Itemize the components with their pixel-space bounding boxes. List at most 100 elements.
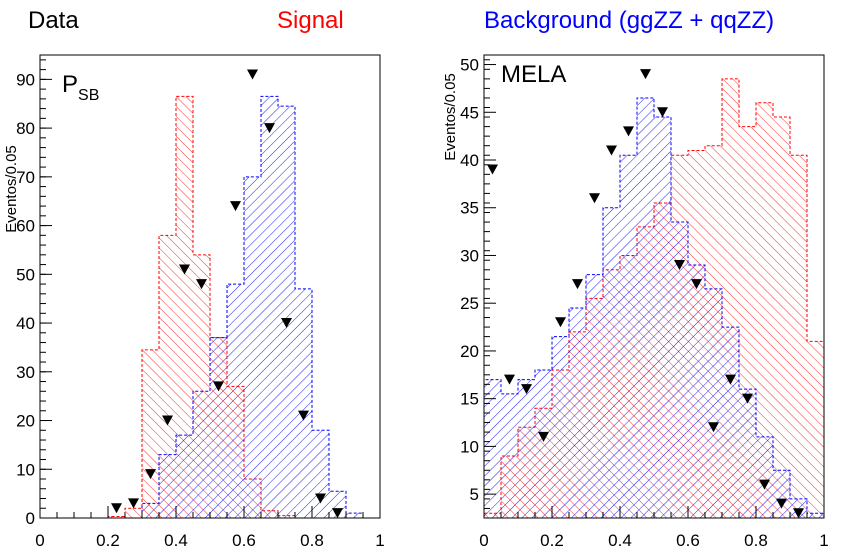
mela-background-bin: [671, 222, 688, 518]
mela-data-point: [725, 374, 736, 385]
psb-y-tick-label: 20: [16, 412, 35, 431]
psb-background-bin: [312, 430, 329, 518]
psb-signal-bin: [176, 96, 193, 518]
mela-background-bin: [807, 513, 824, 518]
mela-y-axis-label: Eventos/0.05: [442, 73, 459, 161]
psb-y-tick-label: 80: [16, 119, 35, 138]
mela-data-point: [589, 193, 600, 204]
mela-y-tick-label: 5: [470, 485, 479, 504]
psb-signal-bin: [142, 349, 159, 518]
mela-background-bin: [773, 470, 790, 518]
psb-background-bin: [346, 513, 363, 518]
psb-data-point: [332, 508, 343, 519]
psb-signal-bin: [159, 235, 176, 519]
mela-signal-bin: [773, 117, 790, 518]
mela-y-tick-label: 40: [460, 151, 479, 170]
psb-data-point: [128, 498, 139, 509]
psb-signal-bin: [108, 516, 125, 518]
legend-data: Data: [28, 7, 79, 34]
psb-background-bin: [176, 435, 193, 518]
mela-signal-bin: [807, 341, 824, 518]
psb-background-bin: [329, 491, 346, 518]
mela-signal-bin: [756, 102, 773, 518]
psb-background-histogram: [141, 95, 364, 519]
mela-x-tick-label: 0.2: [540, 531, 564, 550]
psb-x-tick-label: 0.8: [300, 531, 324, 550]
psb-y-axis-label: Eventos/0.05: [3, 145, 20, 233]
mela-background-bin: [705, 288, 722, 518]
psb-background-bin: [295, 288, 312, 518]
mela-background-bin: [688, 265, 705, 518]
mela-background-bin: [484, 379, 501, 518]
mela-data-point: [572, 279, 583, 290]
psb-data-point: [162, 415, 173, 426]
psb-title: PSB: [62, 71, 99, 104]
mela-background-bin: [722, 327, 739, 518]
psb-y-tick-label: 0: [26, 509, 35, 528]
psb-data-points: [111, 69, 343, 519]
mela-x-tick-label: 0.4: [608, 531, 632, 550]
mela-data-point: [759, 479, 770, 490]
psb-data-point: [145, 469, 156, 480]
psb-y-tick-label: 10: [16, 460, 35, 479]
mela-title: MELA: [501, 61, 566, 88]
psb-signal-bin: [125, 508, 142, 518]
mela-data-point: [623, 126, 634, 137]
psb-data-point: [281, 318, 292, 329]
mela-background-bin: [569, 307, 586, 518]
mela-data-point: [555, 317, 566, 328]
psb-background-bin: [261, 96, 278, 518]
psb-y-tick-label: 70: [16, 168, 35, 187]
psb-background-bin: [142, 503, 159, 518]
psb-background-bin: [210, 337, 227, 518]
psb-background-bin: [244, 176, 261, 518]
psb-y-tick-label: 90: [16, 70, 35, 89]
mela-data-point: [708, 422, 719, 433]
mela-x-tick-label: 0.8: [744, 531, 768, 550]
legend-signal: Signal: [277, 7, 344, 34]
psb-y-tick-label: 50: [16, 265, 35, 284]
psb-x-tick-label: 0: [35, 531, 44, 550]
mela-background-bin: [603, 207, 620, 519]
mela-background-bin: [586, 274, 603, 518]
mela-data-point: [521, 384, 532, 395]
psb-data-point: [230, 201, 241, 212]
mela-data-point: [793, 508, 804, 519]
mela-background-bin: [518, 379, 535, 518]
mela-marks: [483, 69, 825, 519]
psb-data-point: [298, 410, 309, 421]
psb-background-bin: [193, 391, 210, 518]
mela-data-point: [538, 431, 549, 442]
mela-data-point: [504, 374, 515, 385]
mela-background-bin: [756, 436, 773, 518]
mela-data-point: [606, 145, 617, 156]
mela-x-tick-label: 0: [479, 531, 488, 550]
psb-x-tick-label: 0.4: [164, 531, 188, 550]
psb-background-bin: [227, 284, 244, 518]
psb-background-outline: [141, 95, 364, 518]
psb-y-tick-label: 40: [16, 314, 35, 333]
mela-background-bin: [552, 336, 569, 518]
psb-data-point: [179, 264, 190, 275]
psb-x-tick-label: 0.2: [96, 531, 120, 550]
mela-y-tick-label: 35: [460, 199, 479, 218]
mela-data-point: [640, 69, 651, 80]
psb-data-point: [213, 381, 224, 392]
psb-data-point: [247, 69, 258, 80]
mela-signal-bin: [790, 155, 807, 518]
mela-background-bin: [620, 155, 637, 518]
mela-data-point: [487, 164, 498, 175]
mela-background-bin: [637, 97, 654, 518]
psb-x-tick-label: 0.6: [232, 531, 256, 550]
mela-y-tick-label: 30: [460, 246, 479, 265]
mela-data-point: [776, 498, 787, 509]
psb-data-point: [264, 123, 275, 134]
legend-background: Background (ggZZ + qqZZ): [484, 7, 774, 34]
psb-y-tick-label: 60: [16, 217, 35, 236]
mela-x-tick-label: 0.6: [676, 531, 700, 550]
mela-background-bin: [535, 370, 552, 518]
